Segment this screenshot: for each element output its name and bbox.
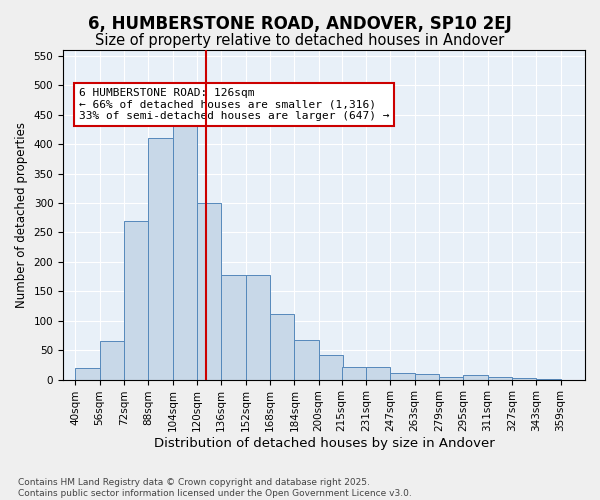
X-axis label: Distribution of detached houses by size in Andover: Distribution of detached houses by size … [154, 437, 494, 450]
Bar [512, 378, 536, 380]
Bar [415, 374, 439, 380]
Bar [245, 275, 270, 380]
Bar [173, 112, 197, 380]
Bar [197, 203, 221, 380]
Bar [75, 368, 100, 380]
Bar [463, 376, 488, 380]
Bar [295, 340, 319, 380]
Bar [390, 372, 415, 380]
Text: 6 HUMBERSTONE ROAD: 126sqm
← 66% of detached houses are smaller (1,316)
33% of s: 6 HUMBERSTONE ROAD: 126sqm ← 66% of deta… [79, 88, 389, 121]
Bar [319, 355, 343, 380]
Text: Contains HM Land Registry data © Crown copyright and database right 2025.
Contai: Contains HM Land Registry data © Crown c… [18, 478, 412, 498]
Bar [341, 366, 366, 380]
Bar [148, 138, 173, 380]
Bar [100, 342, 124, 380]
Bar [536, 379, 560, 380]
Bar [488, 377, 512, 380]
Bar [439, 376, 463, 380]
Text: Size of property relative to detached houses in Andover: Size of property relative to detached ho… [95, 32, 505, 48]
Bar [124, 220, 148, 380]
Bar [221, 275, 245, 380]
Y-axis label: Number of detached properties: Number of detached properties [15, 122, 28, 308]
Bar [270, 314, 295, 380]
Text: 6, HUMBERSTONE ROAD, ANDOVER, SP10 2EJ: 6, HUMBERSTONE ROAD, ANDOVER, SP10 2EJ [88, 15, 512, 33]
Bar [366, 366, 390, 380]
